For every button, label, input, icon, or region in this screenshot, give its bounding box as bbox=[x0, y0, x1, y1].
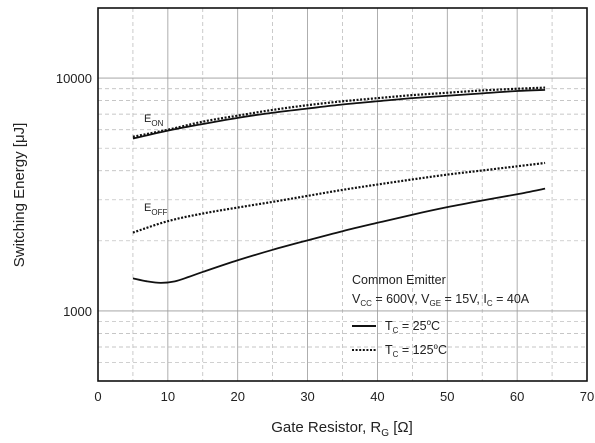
y-tick-label: 10000 bbox=[56, 71, 92, 86]
legend-conditions: VCC = 600V, VGE = 15V, IC = 40A bbox=[352, 292, 530, 308]
y-axis-label: Switching Energy [μJ] bbox=[11, 123, 28, 268]
curves bbox=[132, 86, 546, 284]
legend-title: Common Emitter bbox=[352, 273, 446, 287]
series-eon-25 bbox=[132, 88, 546, 140]
series-eon-125 bbox=[132, 86, 546, 138]
x-axis-label: Gate Resistor, RG [Ω] bbox=[271, 419, 413, 439]
tick-labels: 0 10 20 30 40 50 60 70 1000 10000 bbox=[56, 71, 594, 404]
legend: Common Emitter VCC = 600V, VGE = 15V, IC… bbox=[352, 273, 530, 359]
legend-entry-25c: TC = 25oC bbox=[385, 318, 440, 335]
plot-frame bbox=[97, 7, 588, 382]
x-tick-label: 30 bbox=[300, 389, 314, 404]
y-tick-label: 1000 bbox=[63, 304, 92, 319]
series-eoff-125 bbox=[132, 161, 546, 234]
x-tick-label: 0 bbox=[94, 389, 101, 404]
x-tick-label: 70 bbox=[580, 389, 594, 404]
legend-entry-125c: TC = 125oC bbox=[385, 342, 447, 359]
x-tick-label: 40 bbox=[370, 389, 384, 404]
x-tick-label: 50 bbox=[440, 389, 454, 404]
series-eoff-25 bbox=[132, 187, 546, 284]
eoff-annotation: EOFF bbox=[144, 202, 167, 217]
x-tick-label: 60 bbox=[510, 389, 524, 404]
x-tick-label: 10 bbox=[161, 389, 175, 404]
x-tick-label: 20 bbox=[230, 389, 244, 404]
eon-annotation: EON bbox=[144, 113, 164, 128]
